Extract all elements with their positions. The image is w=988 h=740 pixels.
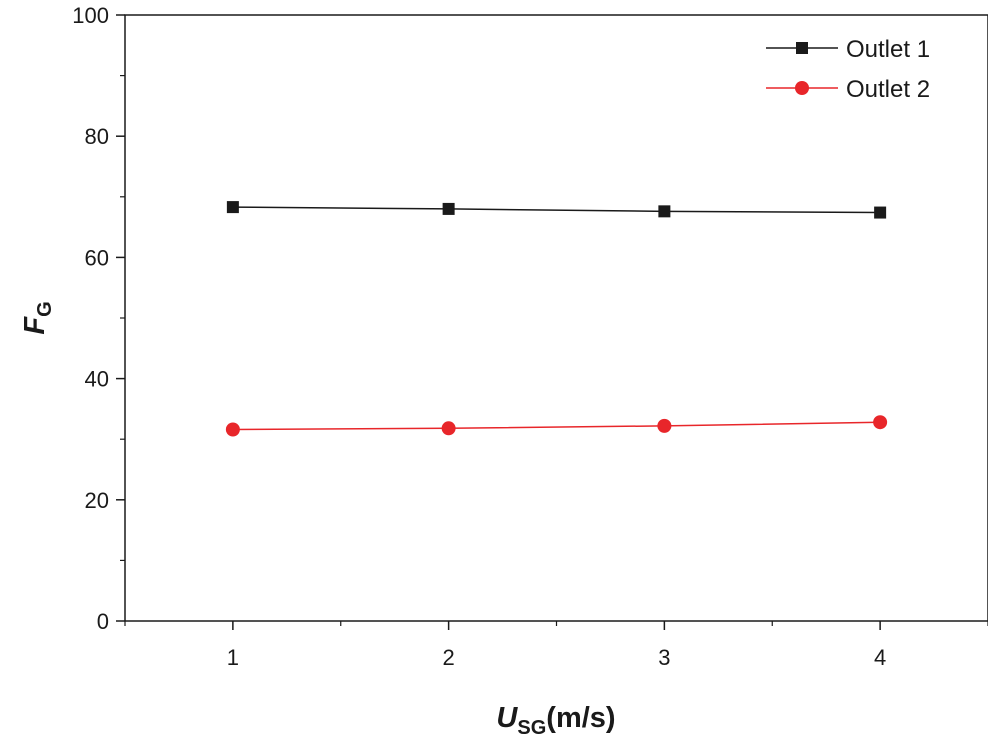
data-point-outlet-2 [441,421,456,436]
y-tick-label: 0 [97,609,109,634]
legend: Outlet 1 Outlet 2 [766,36,930,103]
data-point-outlet-1 [874,206,887,219]
x-tick-label: 4 [874,645,886,670]
legend-marker-outlet-1 [796,42,808,54]
x-axis-title-sub: SG [517,717,546,739]
y-axis-title-main: F [19,316,51,335]
svg-text:FG: FG [19,301,56,334]
x-tick-label: 1 [227,645,239,670]
x-axis-title: USG(m/s) [496,702,615,739]
legend-item-outlet-2: Outlet 2 [766,76,930,103]
data-point-outlet-2 [873,415,888,430]
series-line-outlet-2 [232,421,881,431]
data-point-outlet-2 [225,422,240,437]
x-tick-label: 2 [443,645,455,670]
data-point-outlet-1 [442,202,455,215]
y-axis-title-sub: G [34,301,56,317]
x-axis-title-main: U [496,702,518,734]
x-tick-label: 3 [658,645,670,670]
data-point-outlet-2 [657,418,672,433]
series-layer [225,201,888,437]
series-line-outlet-1 [232,206,881,214]
x-axis-title-unit: (m/s) [546,702,615,734]
legend-label-outlet-1: Outlet 1 [846,36,930,63]
data-point-outlet-1 [226,201,239,214]
y-tick-label: 40 [85,367,109,392]
legend-item-outlet-1: Outlet 1 [766,36,930,63]
y-tick-label: 20 [85,488,109,513]
legend-label-outlet-2: Outlet 2 [846,76,930,103]
y-tick-label: 100 [72,3,109,28]
y-axis-ticks: 0 20 40 60 80 100 [72,3,125,634]
y-tick-label: 80 [85,124,109,149]
x-axis-ticks: 1 2 3 4 [124,621,988,670]
y-tick-label: 60 [85,245,109,270]
legend-marker-outlet-2 [795,81,809,95]
y-axis-title: FG [19,301,56,334]
data-point-outlet-1 [658,205,671,218]
plot-frame [124,14,988,622]
